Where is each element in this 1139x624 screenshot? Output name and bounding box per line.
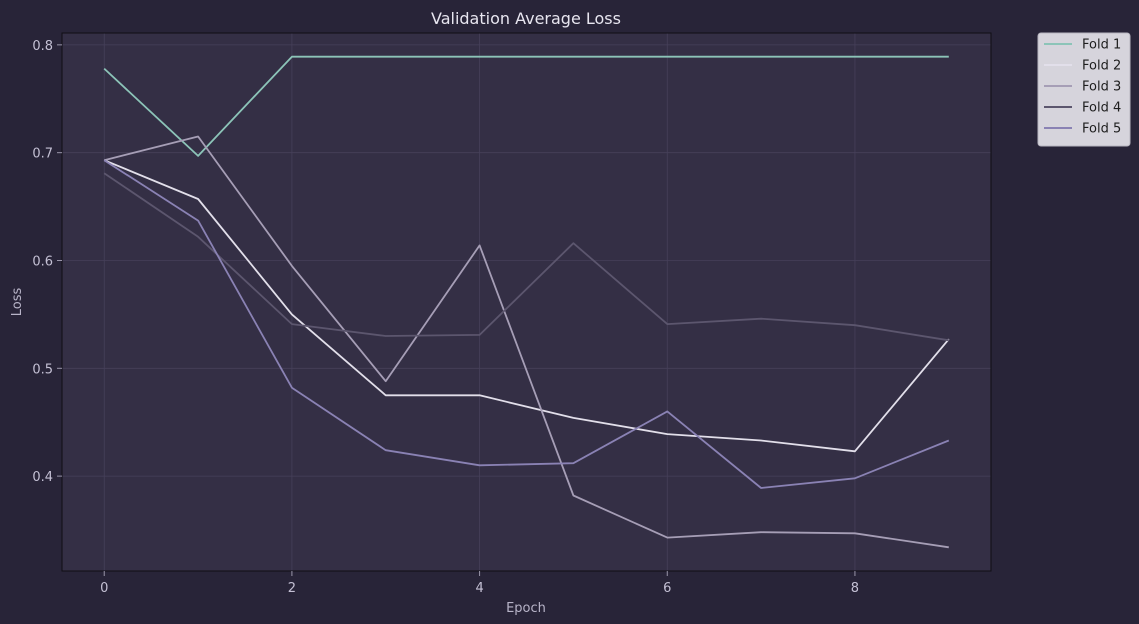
plot-area (62, 33, 991, 571)
series-line-fold-2 (103, 159, 950, 453)
series-line-fold-1 (103, 55, 949, 157)
y-tick-label: 0.6 (32, 254, 53, 269)
y-tick-label: 0.7 (32, 147, 53, 162)
legend-label: Fold 1 (1082, 38, 1121, 53)
legend-label: Fold 2 (1082, 59, 1121, 74)
legend: Fold 1 Fold 2 Fold 3 Fold 4 Fold 5 (1037, 32, 1131, 147)
series-line-fold-4 (103, 172, 949, 342)
legend-label: Fold 4 (1082, 101, 1121, 116)
plot-frame (61, 32, 992, 572)
series-lines (103, 55, 950, 549)
chart-title: Validation Average Loss (431, 9, 621, 28)
grid-lines (62, 33, 991, 571)
x-tick-label: 8 (851, 581, 859, 596)
legend-label: Fold 5 (1082, 122, 1121, 137)
x-tick-label: 2 (288, 581, 296, 596)
series-line-fold-3 (103, 135, 949, 549)
axis-ticks: 0 2 4 6 8 0.4 0.5 0.6 0.7 0.8 (32, 39, 859, 596)
x-tick-label: 4 (475, 581, 483, 596)
x-tick-label: 0 (100, 581, 108, 596)
legend-box (1037, 32, 1131, 147)
x-tick-label: 6 (663, 581, 671, 596)
y-tick-label: 0.4 (32, 470, 53, 485)
y-axis-label: Loss (10, 288, 25, 317)
legend-label: Fold 3 (1082, 80, 1121, 95)
y-tick-label: 0.8 (32, 39, 53, 54)
y-tick-label: 0.5 (32, 362, 53, 377)
x-axis-label: Epoch (506, 601, 546, 616)
series-line-fold-5 (103, 159, 950, 489)
